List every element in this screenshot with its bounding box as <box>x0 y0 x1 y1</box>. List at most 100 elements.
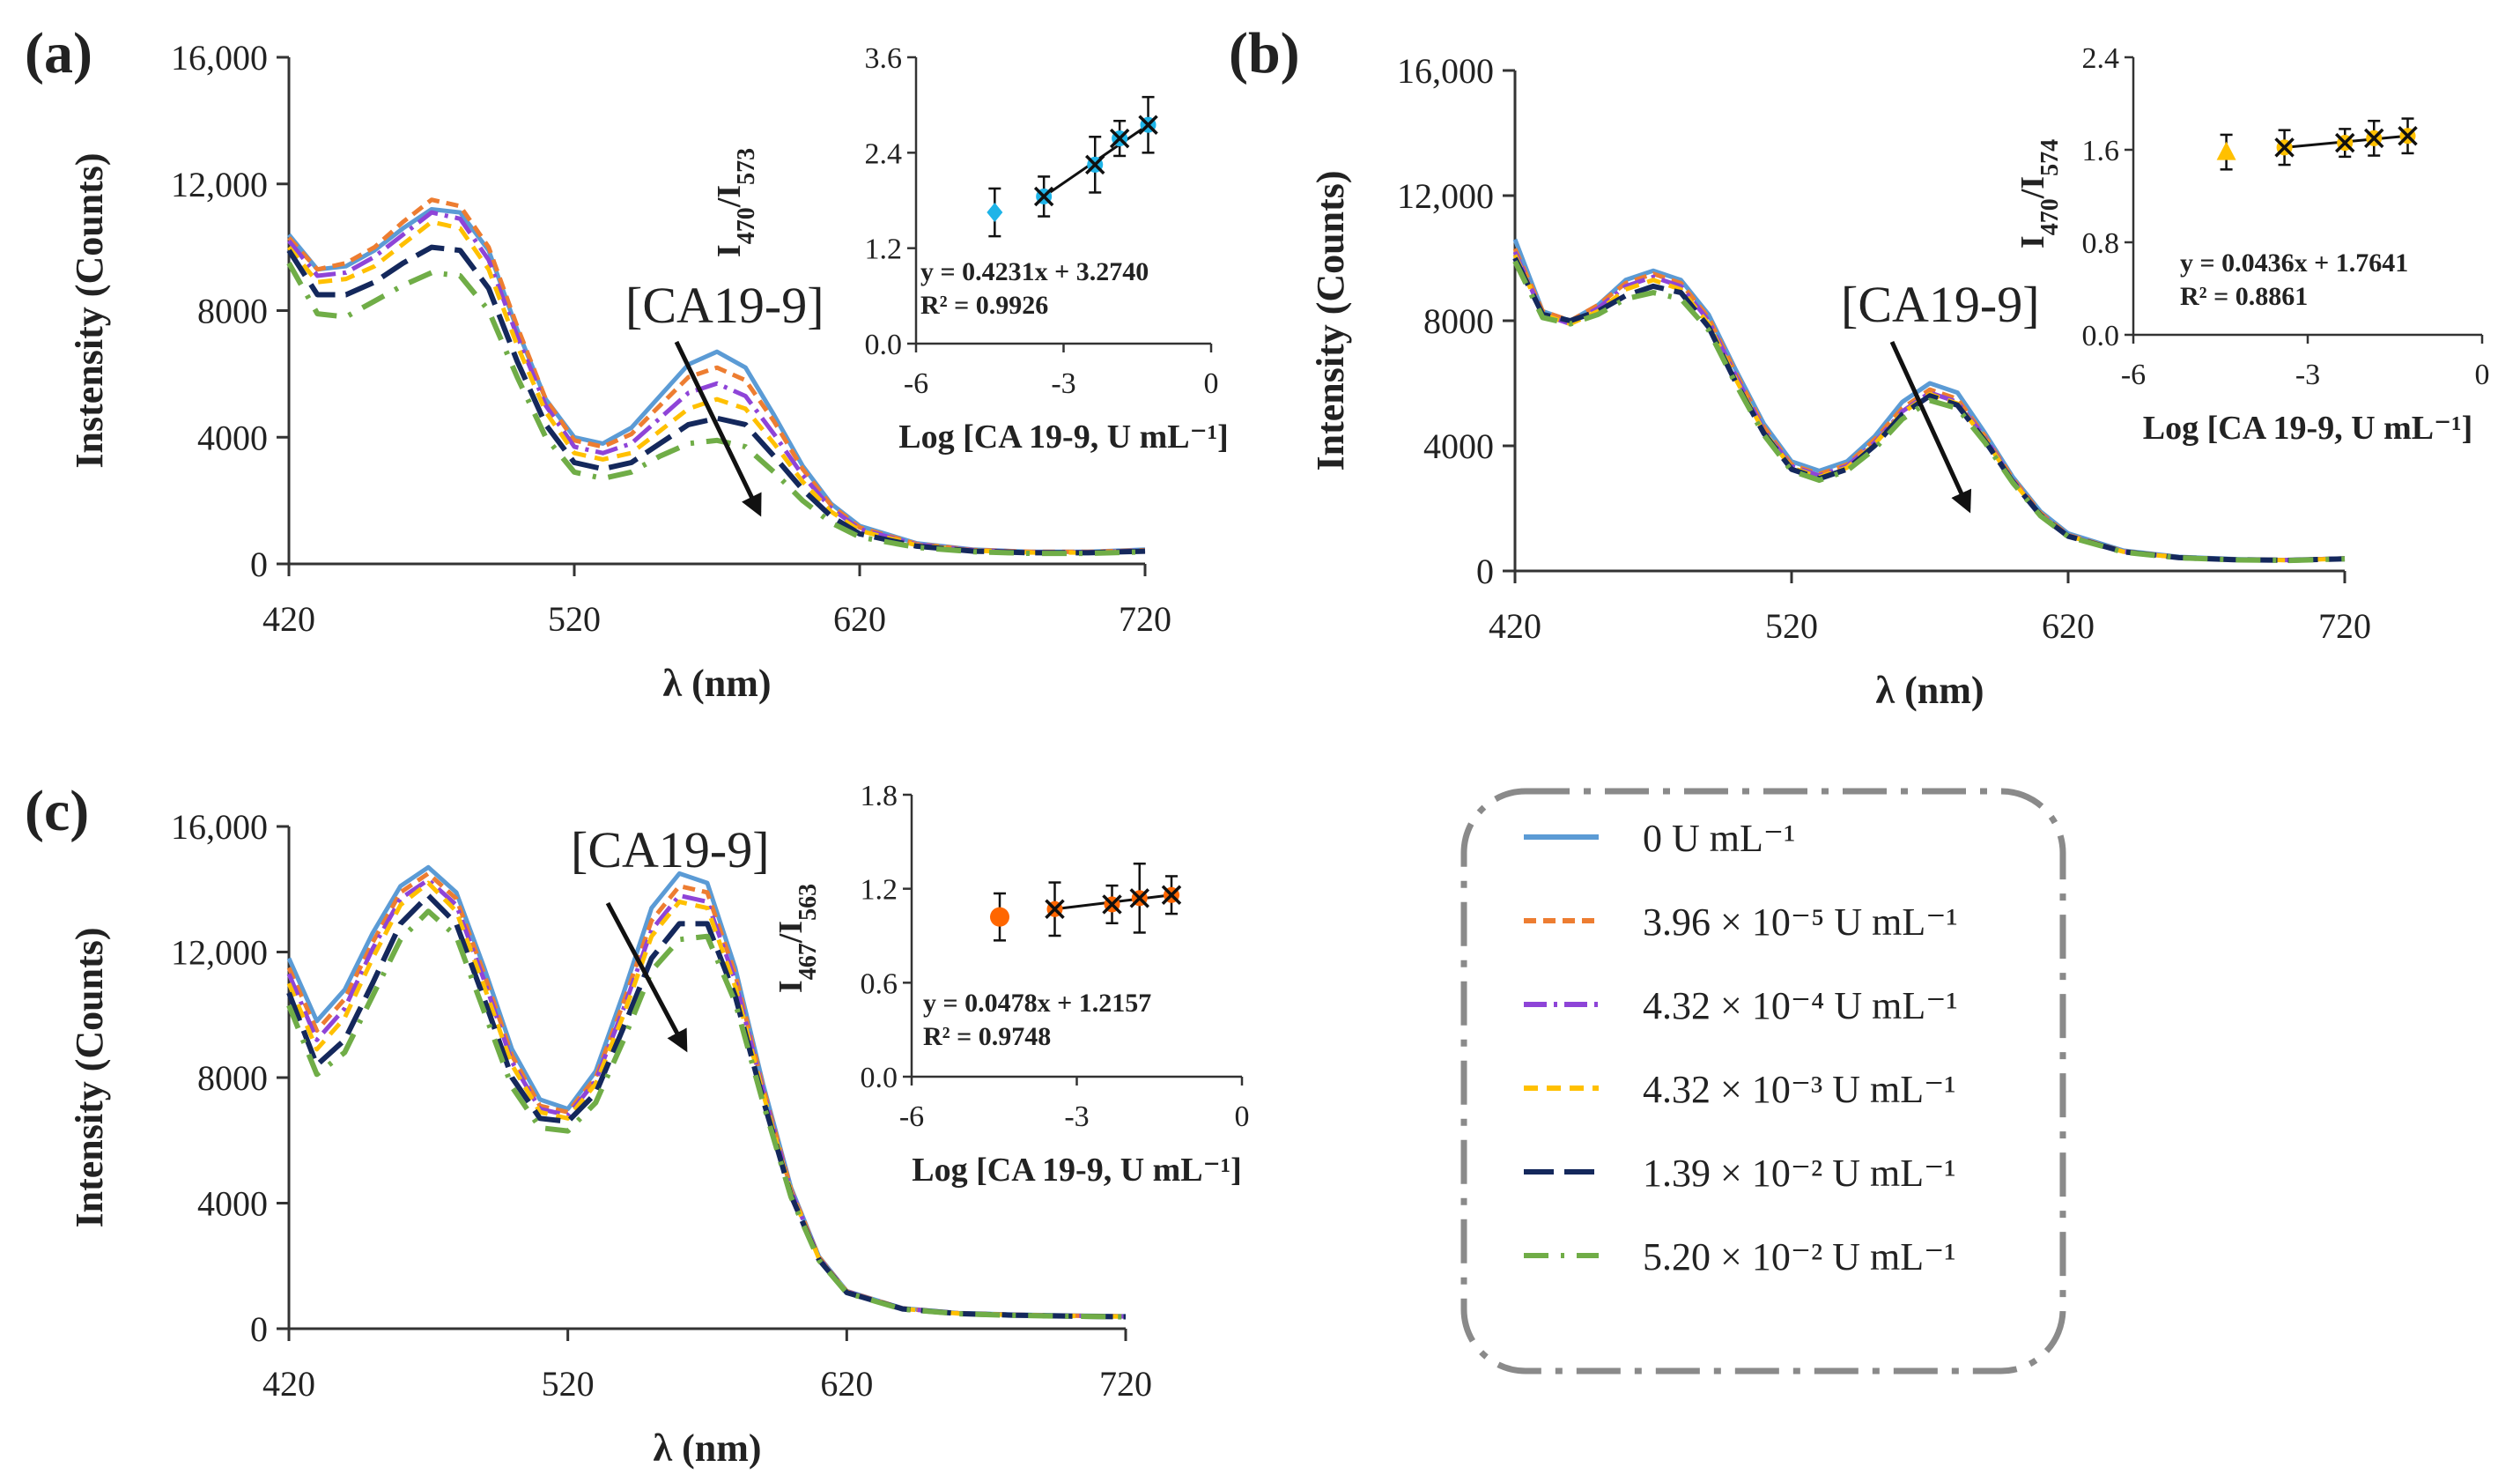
inset-point-cross <box>1084 154 1105 175</box>
blank-point-marker <box>2216 141 2236 160</box>
trend-arrow <box>674 340 762 517</box>
inset-y-tick-label: 2.4 <box>2082 42 2120 75</box>
inset-y-tick-label: 1.2 <box>865 233 903 266</box>
x-axis-title: λ (nm) <box>653 1426 761 1470</box>
blank-point-marker <box>987 203 1003 223</box>
fit-equation: y = 0.0478x + 1.2157 <box>923 989 1151 1018</box>
x-tick-label: 620 <box>833 599 886 639</box>
y-tick-label: 4000 <box>197 418 268 457</box>
legend-label-5: 5.20 × 10⁻² U mL⁻¹ <box>1643 1235 1956 1278</box>
blank-point-marker <box>990 907 1009 927</box>
inset-ylabel-main: I <box>711 244 748 257</box>
y-tick-label: 8000 <box>197 292 268 331</box>
x-tick-label: 620 <box>820 1364 873 1404</box>
inset-y-tick-label: 0.6 <box>861 967 898 1000</box>
inset-y-axis-title: I467/I563 <box>772 884 822 993</box>
x-tick-label: 420 <box>262 1364 315 1404</box>
concentration-annotation: [CA19-9] <box>571 821 770 878</box>
inset-x-tick-label: -6 <box>904 367 928 400</box>
series-line-4 <box>286 893 1127 1320</box>
inset-y-axis-title: I470/I574 <box>2014 139 2064 248</box>
inset-ylabel-sub2: 563 <box>794 884 822 921</box>
series-line-3 <box>287 219 1146 555</box>
inset-y-tick-label: 0.0 <box>865 329 903 361</box>
legend-label-0: 0 U mL⁻¹ <box>1643 817 1795 860</box>
inset-ylabel-mid: /I <box>772 921 809 944</box>
inset-x-tick-label: -6 <box>2121 359 2146 391</box>
panel-label: (c) <box>25 779 89 843</box>
y-tick-label: 0 <box>250 1309 268 1349</box>
inset-y-tick-label: 1.6 <box>2082 135 2120 167</box>
series-line-2 <box>287 210 1146 555</box>
inset-point-cross <box>2274 137 2295 158</box>
inset-point-cross <box>2398 126 2418 146</box>
y-tick-label: 12,000 <box>1397 176 1494 216</box>
inset-x-tick-label: 0 <box>1204 367 1219 400</box>
inset-point-cross <box>1109 128 1130 149</box>
y-tick-label: 12,000 <box>171 165 268 204</box>
x-tick-label: 520 <box>1765 606 1818 646</box>
inset-point-cross <box>1102 894 1122 915</box>
y-tick-label: 8000 <box>1423 301 1494 341</box>
inset-ylabel-sub1: 467 <box>794 943 822 980</box>
x-tick-label: 720 <box>1099 1364 1152 1404</box>
inset-x-axis-title: Log [CA 19-9, U mL⁻¹] <box>912 1152 1242 1189</box>
legend: 0 U mL⁻¹ 3.96 × 10⁻⁵ U mL⁻¹ 4.32 × 10⁻⁴ U … <box>1460 788 2066 1375</box>
y-axis-title: Instensity (Counts) <box>68 152 111 468</box>
inset-x-tick-label: -3 <box>1051 367 1075 400</box>
concentration-annotation: [CA19-9] <box>625 277 824 334</box>
series-line-5 <box>1512 260 2346 564</box>
y-tick-label: 16,000 <box>171 38 268 78</box>
panel-label: (b) <box>1229 21 1300 85</box>
inset-ylabel-mid: /I <box>2014 176 2051 199</box>
inset-point-cross <box>1045 899 1065 920</box>
inset-a: 0.0 1.2 2.4 3.6 -6 -3 0 Log [CA 19-9, U mL⁻¹] I4… <box>711 42 1229 456</box>
legend-label-1: 3.96 × 10⁻⁵ U mL⁻¹ <box>1643 900 1958 944</box>
series-line-5 <box>286 262 1146 557</box>
inset-x-tick-label: -3 <box>2295 359 2320 391</box>
x-tick-label: 420 <box>262 599 315 639</box>
series-line-5 <box>286 908 1127 1320</box>
inset-y-tick-label: 1.8 <box>861 780 898 812</box>
trend-arrow <box>605 901 688 1053</box>
x-axis-title: λ (nm) <box>662 662 771 705</box>
inset-point-cross <box>2364 128 2384 149</box>
y-axis-title: Intensity (Counts) <box>1309 170 1352 471</box>
trend-arrow <box>1889 340 1972 514</box>
inset-ylabel-sub1: 470 <box>2036 198 2064 235</box>
inset-ylabel-sub2: 573 <box>733 148 760 185</box>
inset-y-tick-label: 0.0 <box>2082 320 2120 352</box>
panel-c: (c) 0 4000 8000 12,000 16,000 420 520 620 720 λ (n… <box>25 779 1250 1470</box>
panel-b: (b) 0 4000 8000 12,000 16,000 420 520 620 720 λ (n… <box>1229 21 2490 712</box>
series-line-2 <box>286 878 1127 1319</box>
inset-y-tick-label: 2.4 <box>865 137 903 170</box>
inset-x-tick-label: 0 <box>1235 1100 1250 1133</box>
x-axis-title: λ (nm) <box>1875 669 1984 712</box>
concentration-annotation: [CA19-9] <box>1841 276 2040 333</box>
x-tick-label: 520 <box>542 1364 595 1404</box>
x-tick-label: 720 <box>2318 606 2371 646</box>
fit-equation: y = 0.0436x + 1.7641 <box>2180 248 2408 278</box>
x-tick-label: 720 <box>1119 599 1171 639</box>
inset-point-cross <box>1129 888 1149 908</box>
inset-y-tick-label: 0.0 <box>861 1062 898 1094</box>
inset-x-tick-label: 0 <box>2475 359 2490 391</box>
inset-y-tick-label: 1.2 <box>861 874 898 907</box>
legend-frame <box>1460 788 2066 1375</box>
y-tick-label: 16,000 <box>1397 51 1494 91</box>
inset-ylabel-main: I <box>772 980 809 993</box>
y-tick-label: 12,000 <box>171 933 268 973</box>
fit-r2: R² = 0.8861 <box>2180 282 2308 311</box>
inset-x-tick-label: -3 <box>1064 1100 1089 1133</box>
fit-equation: y = 0.4231x + 3.2740 <box>920 257 1149 286</box>
panel-a: (a) 0 4000 8000 12,000 16,000 420 520 620 720 λ (n… <box>25 21 1229 705</box>
series-line-1 <box>287 197 1146 554</box>
inset-ylabel-mid: /I <box>711 185 748 208</box>
fit-r2: R² = 0.9926 <box>920 291 1048 320</box>
inset-x-axis-title: Log [CA 19-9, U mL⁻¹] <box>898 419 1229 456</box>
y-tick-label: 4000 <box>197 1184 268 1224</box>
inset-ylabel-sub1: 470 <box>733 207 760 244</box>
inset-y-tick-label: 3.6 <box>865 42 903 75</box>
